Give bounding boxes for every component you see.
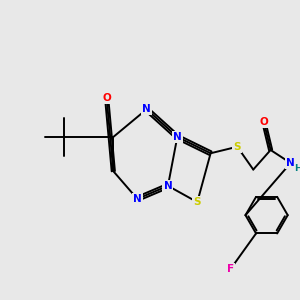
Text: N: N — [164, 181, 172, 191]
Text: N: N — [133, 194, 142, 204]
Text: F: F — [227, 264, 234, 274]
Text: N: N — [142, 104, 151, 114]
Text: O: O — [102, 93, 111, 103]
Text: N: N — [286, 158, 295, 168]
Text: S: S — [194, 197, 201, 207]
Text: N: N — [173, 132, 182, 142]
Text: O: O — [260, 117, 268, 127]
Text: S: S — [233, 142, 241, 152]
Text: H: H — [294, 164, 300, 173]
